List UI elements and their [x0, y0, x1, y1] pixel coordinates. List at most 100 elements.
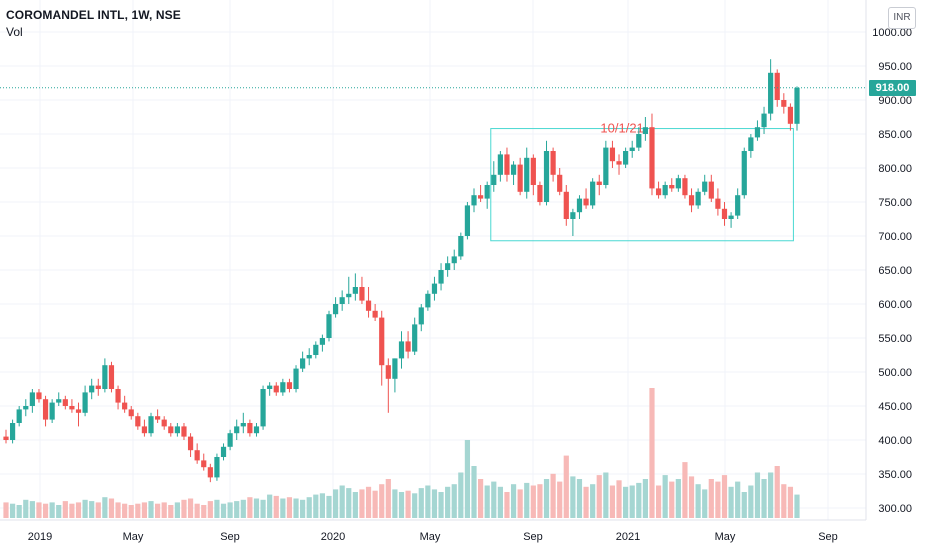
volume-bar [89, 501, 95, 518]
candle-body [379, 317, 385, 366]
volume-bar [319, 493, 325, 518]
volume-bar [141, 502, 148, 518]
candle-body [669, 185, 675, 189]
y-tick-label: 950.00 [878, 61, 912, 73]
candle-body [214, 457, 220, 478]
volume-bar [115, 502, 121, 518]
volume-bar [49, 502, 55, 518]
volume-bar [155, 503, 161, 518]
volume-bar [682, 462, 688, 518]
candle-body [504, 154, 510, 175]
candle-body [29, 392, 35, 406]
candle-body [787, 106, 794, 124]
candle-body [484, 185, 490, 199]
candle-body [141, 426, 148, 434]
volume-bar [122, 503, 128, 518]
candle-body [491, 174, 497, 185]
candle-body [75, 409, 82, 413]
candle-body [445, 263, 451, 270]
volume-bar [280, 498, 286, 518]
y-tick-label: 300.00 [878, 503, 912, 515]
volume-bar [201, 505, 207, 518]
volume-bar [372, 490, 378, 518]
volume-bar [768, 472, 774, 518]
candle-body [728, 215, 734, 219]
volume-bar [524, 482, 530, 518]
candle-body [155, 416, 161, 420]
volume-bar [451, 484, 457, 518]
x-tick-label: 2019 [28, 531, 52, 543]
candle-body [642, 127, 648, 134]
volume-bar [609, 485, 616, 518]
volume-bar [9, 503, 16, 518]
candle-body [227, 433, 233, 447]
volume-bar [774, 466, 780, 518]
candle-body [62, 399, 68, 406]
candle-body [695, 191, 701, 206]
volume-bar [102, 497, 108, 518]
candle-body [187, 436, 194, 451]
candle-body [478, 195, 484, 199]
volume-bar [36, 502, 42, 518]
volume-bar [293, 498, 299, 518]
candle-body [319, 338, 325, 345]
candle-body [655, 188, 662, 196]
y-tick-label: 350.00 [878, 469, 912, 481]
candle-body [570, 212, 576, 219]
candle-body [346, 293, 352, 298]
volume-bar [431, 489, 438, 518]
candle-body [418, 307, 424, 325]
volume-bar [240, 499, 246, 518]
candle-body [253, 426, 260, 434]
currency-button[interactable]: INR [888, 7, 916, 29]
volume-bar [3, 502, 9, 518]
volume-bar [379, 484, 385, 518]
y-tick-label: 800.00 [878, 163, 912, 175]
volume-bar [161, 502, 167, 518]
volume-bar [557, 481, 563, 518]
volume-bar [649, 388, 655, 518]
candle-body [181, 426, 187, 437]
volume-bar [787, 486, 794, 518]
candle-body [438, 270, 444, 284]
volume-bar [187, 498, 194, 518]
candle-body [583, 198, 589, 206]
volume-bar [688, 476, 695, 518]
candle-body [326, 314, 332, 338]
volume-bar [748, 485, 754, 518]
volume-bar [16, 505, 22, 518]
candle-body [247, 423, 253, 434]
candle-body [543, 151, 550, 202]
volume-bar [596, 475, 602, 518]
y-tick-label: 900.00 [878, 95, 912, 107]
chart-legend: COROMANDEL INTL, 1W, NSE Vol [6, 8, 181, 39]
candle-body [385, 365, 391, 379]
candle-body [497, 154, 503, 175]
candle-body [563, 191, 569, 219]
candle-body [616, 161, 622, 165]
candle-body [108, 365, 115, 389]
volume-indicator-label: Vol [6, 25, 23, 39]
volume-bar [715, 481, 721, 518]
candle-body [590, 181, 596, 206]
volume-bar [29, 501, 35, 518]
volume-bar [346, 488, 352, 518]
candle-body [102, 365, 108, 389]
volume-bar [655, 485, 662, 518]
volume-bar [708, 479, 714, 518]
x-tick-label: 2021 [616, 531, 640, 543]
candle-body [708, 181, 714, 199]
volume-bar [550, 473, 556, 518]
candle-body [530, 157, 536, 185]
volume-bar [352, 492, 358, 518]
volume-bar [675, 479, 681, 518]
volume-bar [603, 472, 609, 518]
candle-body [735, 195, 741, 216]
volume-bar [537, 484, 543, 518]
volume-bar [445, 486, 451, 518]
candle-body [49, 402, 55, 420]
y-tick-label: 400.00 [878, 435, 912, 447]
volume-bar [695, 484, 701, 518]
volume-bar [174, 502, 180, 518]
